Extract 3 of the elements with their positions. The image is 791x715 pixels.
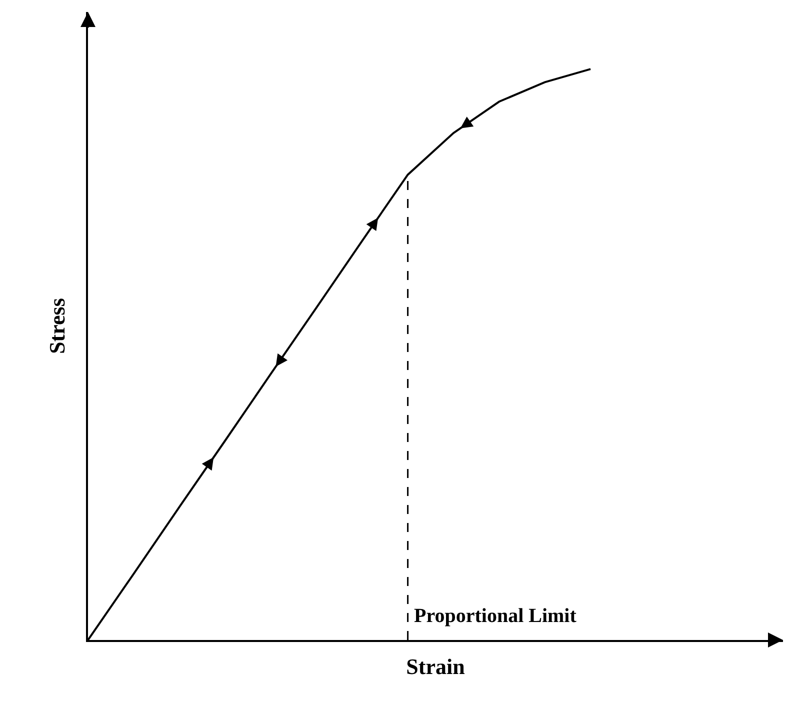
x-axis-title: Strain [406, 654, 465, 679]
y-axis-title: Stress [44, 298, 70, 354]
annotation: Proportional Limit [414, 605, 577, 627]
